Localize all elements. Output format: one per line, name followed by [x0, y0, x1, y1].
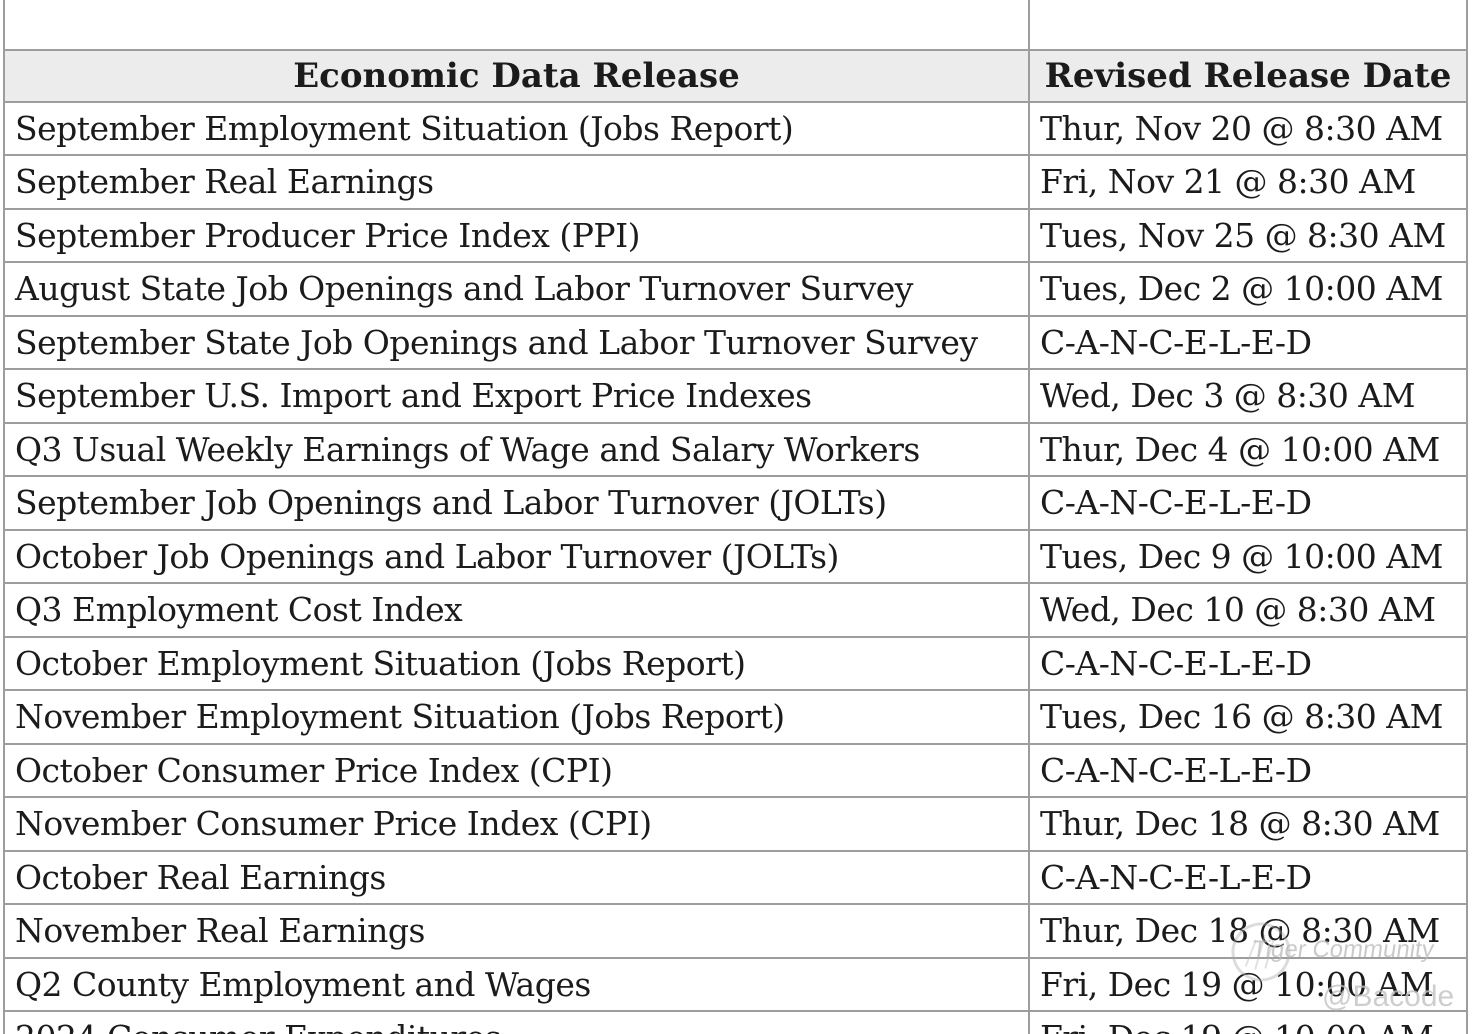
table-row: November Real Earnings Thur, Dec 18 @ 8:… [3, 903, 1468, 959]
date-cell: Tues, Dec 9 @ 10:00 AM [1028, 528, 1468, 584]
table-row: November Employment Situation (Jobs Repo… [3, 689, 1468, 745]
table-row: September U.S. Import and Export Price I… [3, 368, 1468, 424]
date-cell: Thur, Dec 18 @ 8:30 AM [1028, 903, 1468, 959]
table-row: September Job Openings and Labor Turnove… [3, 475, 1468, 531]
date-cell: C-A-N-C-E-L-E-D [1028, 475, 1468, 531]
date-cell: Tues, Dec 16 @ 8:30 AM [1028, 689, 1468, 745]
cropped-cell [3, 0, 1030, 51]
cropped-row-sliver [3, 0, 1468, 51]
table-row: September State Job Openings and Labor T… [3, 314, 1468, 370]
date-cell: Fri, Nov 21 @ 8:30 AM [1028, 154, 1468, 210]
table-row: October Job Openings and Labor Turnover … [3, 528, 1468, 584]
release-cell: November Employment Situation (Jobs Repo… [3, 689, 1030, 745]
release-cell: 2024 Consumer Expenditures [3, 1010, 1030, 1034]
economic-release-table: Economic Data Release Revised Release Da… [3, 0, 1468, 1034]
release-column-header: Economic Data Release [3, 48, 1030, 103]
date-cell: C-A-N-C-E-L-E-D [1028, 849, 1468, 905]
date-cell: Tues, Nov 25 @ 8:30 AM [1028, 207, 1468, 263]
cropped-cell [1028, 0, 1468, 51]
release-cell: September Employment Situation (Jobs Rep… [3, 100, 1030, 156]
date-cell: C-A-N-C-E-L-E-D [1028, 635, 1468, 691]
table-row: Q2 County Employment and Wages Fri, Dec … [3, 956, 1468, 1012]
table-row: August State Job Openings and Labor Turn… [3, 261, 1468, 317]
date-column-header: Revised Release Date [1028, 48, 1468, 103]
release-cell: September Job Openings and Labor Turnove… [3, 475, 1030, 531]
release-cell: August State Job Openings and Labor Turn… [3, 261, 1030, 317]
release-cell: Q3 Usual Weekly Earnings of Wage and Sal… [3, 421, 1030, 477]
release-cell: November Real Earnings [3, 903, 1030, 959]
date-cell: Fri, Dec 19 @ 10:00 AM [1028, 956, 1468, 1012]
release-cell: October Job Openings and Labor Turnover … [3, 528, 1030, 584]
table-row: September Employment Situation (Jobs Rep… [3, 100, 1468, 156]
date-cell: Wed, Dec 10 @ 8:30 AM [1028, 582, 1468, 638]
release-cell: November Consumer Price Index (CPI) [3, 796, 1030, 852]
table-row: Q3 Usual Weekly Earnings of Wage and Sal… [3, 421, 1468, 477]
date-cell: Thur, Dec 18 @ 8:30 AM [1028, 796, 1468, 852]
date-cell: Tues, Dec 2 @ 10:00 AM [1028, 261, 1468, 317]
release-cell: October Real Earnings [3, 849, 1030, 905]
release-cell: September Real Earnings [3, 154, 1030, 210]
table-row: September Producer Price Index (PPI) Tue… [3, 207, 1468, 263]
table-row: October Real Earnings C-A-N-C-E-L-E-D [3, 849, 1468, 905]
date-cell: C-A-N-C-E-L-E-D [1028, 314, 1468, 370]
table-row: Q3 Employment Cost Index Wed, Dec 10 @ 8… [3, 582, 1468, 638]
date-cell: Thur, Dec 4 @ 10:00 AM [1028, 421, 1468, 477]
release-cell: September Producer Price Index (PPI) [3, 207, 1030, 263]
date-cell: Thur, Nov 20 @ 8:30 AM [1028, 100, 1468, 156]
date-cell: Wed, Dec 3 @ 8:30 AM [1028, 368, 1468, 424]
release-cell: October Consumer Price Index (CPI) [3, 742, 1030, 798]
release-cell: September State Job Openings and Labor T… [3, 314, 1030, 370]
date-cell: Fri, Dec 19 @ 10:00 AM [1028, 1010, 1468, 1034]
table-row: September Real Earnings Fri, Nov 21 @ 8:… [3, 154, 1468, 210]
table-row: November Consumer Price Index (CPI) Thur… [3, 796, 1468, 852]
release-cell: September U.S. Import and Export Price I… [3, 368, 1030, 424]
header-row: Economic Data Release Revised Release Da… [3, 48, 1468, 103]
table-row: October Employment Situation (Jobs Repor… [3, 635, 1468, 691]
date-cell: C-A-N-C-E-L-E-D [1028, 742, 1468, 798]
release-cell: October Employment Situation (Jobs Repor… [3, 635, 1030, 691]
table-row: October Consumer Price Index (CPI) C-A-N… [3, 742, 1468, 798]
table-row: 2024 Consumer Expenditures Fri, Dec 19 @… [3, 1010, 1468, 1034]
release-cell: Q3 Employment Cost Index [3, 582, 1030, 638]
release-cell: Q2 County Employment and Wages [3, 956, 1030, 1012]
